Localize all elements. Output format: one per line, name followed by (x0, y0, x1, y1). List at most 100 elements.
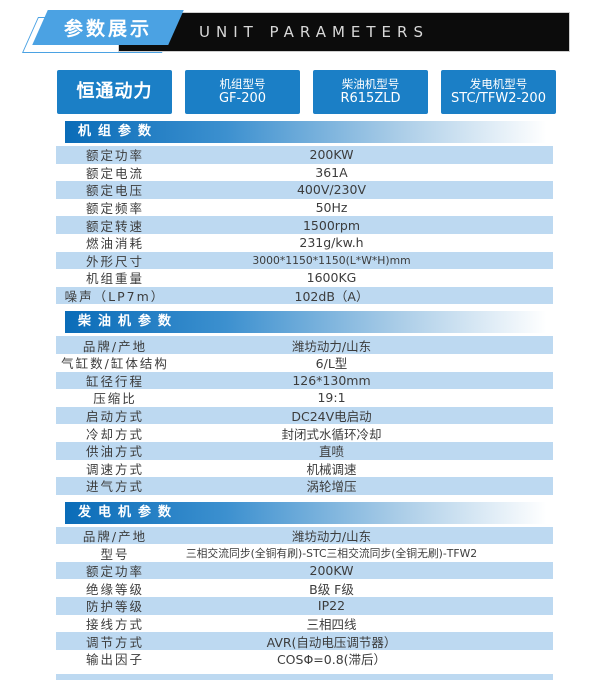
spec-row: 噪声（LP7m） 102dB（A） (56, 286, 553, 305)
page-subtitle: UNIT PARAMETERS (199, 23, 429, 41)
spec-value: 机械调速 (306, 461, 357, 477)
section-rows: 品牌/产地 潍坊动力/山东 气缸数/缸体结构 6/L型 缸径行程 126*130mm 压缩比… (56, 336, 553, 495)
spec-value: 三相四线 (306, 616, 357, 632)
spec-value: 19:1 (317, 390, 346, 406)
section-title-bar: 发电机参数 (65, 501, 600, 524)
model-box-generator: 发电机型号 STC/TFW2-200 (441, 70, 556, 114)
model-value: R615ZLD (340, 91, 401, 107)
spec-label: 品牌/产地 (82, 338, 148, 354)
spec-label: 输出因子 (85, 652, 144, 668)
spec-label: 缸径行程 (85, 373, 144, 389)
spec-label: 额定电压 (85, 183, 144, 199)
model-value: STC/TFW2-200 (451, 91, 546, 107)
spec-value: 6/L型 (315, 356, 348, 372)
spec-label: 冷却方式 (85, 426, 144, 442)
spec-value: 直喷 (318, 444, 344, 460)
section-rows: 额定功率 200KW 额定电流 361A 额定电压 400V/230V 额定频率 50Hz 额定… (56, 146, 553, 305)
spec-row: 缸径行程 126*130mm (56, 371, 553, 390)
spec-row: 启动方式 DC24V电启动 (56, 406, 553, 425)
spec-value: 231g/kw.h (299, 235, 364, 251)
spec-value: 1500rpm (302, 217, 361, 233)
spec-value: 200KW (309, 563, 354, 579)
spec-value: B级 F级 (309, 581, 354, 597)
spec-value: 102dB（A） (294, 289, 369, 305)
spec-row: 额定转速 1500rpm (56, 216, 553, 234)
spec-value: 126*130mm (292, 372, 371, 388)
badge-parallelogram: 参数展示 (32, 10, 184, 45)
spec-value: 封闭式水循环冷却 (281, 426, 382, 442)
spec-row: 进气方式 涡轮增压 (56, 477, 553, 495)
spec-label: 额定转速 (85, 218, 144, 234)
spec-label: 型号 (100, 546, 130, 562)
spec-label: 品牌/产地 (82, 528, 148, 544)
spec-row: 供油方式 直喷 (56, 441, 553, 460)
spec-row: 品牌/产地 潍坊动力/山东 (56, 526, 553, 545)
brand-name-box: 恒通动力 (57, 70, 172, 114)
spec-row: 气缸数/缸体结构 6/L型 (56, 354, 553, 372)
spec-value: 潍坊动力/山东 (291, 338, 372, 354)
spec-label: 调节方式 (85, 634, 144, 650)
model-label: 机组型号 (219, 76, 266, 91)
spec-label: 进气方式 (85, 479, 144, 495)
spec-value: 400V/230V (296, 182, 367, 198)
spec-label: 防护等级 (85, 599, 144, 615)
model-label: 柴油机型号 (341, 76, 400, 91)
spec-value: 涡轮增压 (306, 479, 357, 495)
spec-value: 3000*1150*1150(L*W*H)mm (252, 253, 411, 267)
spec-value: COSΦ=0.8(滞后） (276, 652, 387, 668)
spec-value: DC24V电启动 (291, 409, 372, 425)
spec-label: 启动方式 (85, 409, 144, 425)
spec-value: AVR(自动电压调节器） (266, 634, 397, 650)
model-value: GF-200 (218, 91, 267, 107)
spec-row: 额定频率 50Hz (56, 199, 553, 217)
spec-row: 接线方式 三相四线 (56, 615, 553, 633)
spec-label: 额定功率 (85, 148, 144, 164)
brand-row: 恒通动力 机组型号 GF-200 柴油机型号 R615ZLD 发电机型号 STC… (57, 70, 556, 114)
spec-label: 绝缘等级 (85, 581, 144, 597)
spec-label: 气缸数/缸体结构 (61, 356, 169, 372)
spec-value: 1600KG (306, 270, 357, 286)
spec-label: 额定电流 (85, 165, 144, 181)
spec-label: 外形尺寸 (85, 253, 144, 269)
model-label: 发电机型号 (469, 76, 528, 91)
spec-row: 燃油消耗 231g/kw.h (56, 234, 553, 252)
spec-row: 额定电流 361A (56, 164, 553, 182)
spec-row: 机组重量 1600KG (56, 269, 553, 287)
spec-row: 外形尺寸 3000*1150*1150(L*W*H)mm (56, 251, 553, 270)
spec-row: 调速方式 机械调速 (56, 460, 553, 478)
section-title-bar: 机组参数 (65, 121, 600, 143)
spec-value: IP22 (317, 598, 346, 614)
spec-label: 调速方式 (85, 461, 144, 477)
spec-value: 361A (315, 164, 348, 180)
spec-sections: 机组参数额定功率 200KW 额定电流 361A 额定电压 400V/230V 额定频率 50… (0, 121, 600, 681)
spec-label: 额定频率 (85, 201, 144, 217)
spec-row: 额定功率 200KW (56, 146, 553, 164)
spec-row: 压缩比 19:1 (56, 389, 553, 407)
spec-value: 200KW (309, 147, 354, 163)
spec-row: 额定电压 400V/230V (56, 181, 553, 199)
spec-row: 输出因子 COSΦ=0.8(滞后） (56, 650, 553, 668)
footer-strip (56, 674, 553, 681)
spec-value: 三相交流同步(全铜有刷)-STC三相交流同步(全铜无刷)-TFW2 (185, 547, 478, 561)
spec-row: 型号 三相交流同步(全铜有刷)-STC三相交流同步(全铜无刷)-TFW2 (56, 544, 553, 562)
model-box-diesel-engine: 柴油机型号 R615ZLD (313, 70, 428, 114)
section-title-bar: 柴油机参数 (65, 311, 600, 334)
spec-row: 绝缘等级 B级 F级 (56, 579, 553, 597)
spec-row: 冷却方式 封闭式水循环冷却 (56, 424, 553, 442)
spec-label: 压缩比 (93, 391, 137, 407)
spec-row: 防护等级 IP22 (56, 597, 553, 615)
spec-value: 潍坊动力/山东 (291, 528, 372, 544)
spec-label: 机组重量 (85, 271, 144, 287)
page-title: 参数展示 (63, 18, 152, 40)
title-bar: UNIT PARAMETERS (118, 12, 570, 52)
spec-label: 供油方式 (85, 444, 144, 460)
section-rows: 品牌/产地 潍坊动力/山东型号 三相交流同步(全铜有刷)-STC三相交流同步(全铜无… (56, 526, 553, 668)
spec-label: 燃油消耗 (85, 236, 144, 252)
spec-label: 噪声（LP7m） (64, 289, 166, 305)
spec-row: 品牌/产地 潍坊动力/山东 (56, 336, 553, 354)
model-box-unit: 机组型号 GF-200 (185, 70, 300, 114)
spec-label: 接线方式 (85, 616, 144, 632)
spec-value: 50Hz (315, 200, 348, 216)
spec-row: 调节方式 AVR(自动电压调节器） (56, 632, 553, 650)
